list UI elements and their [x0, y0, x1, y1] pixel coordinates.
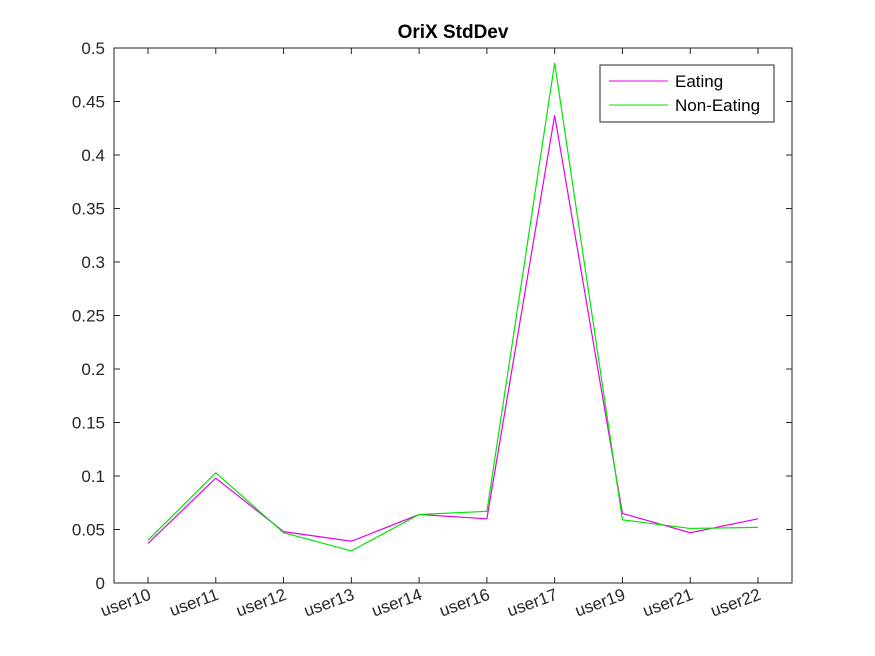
series-line-non-eating: [147, 62, 759, 552]
y-tick-label: 0.45: [72, 93, 105, 112]
y-tick-label: 0.35: [72, 200, 105, 219]
plot-area: [113, 47, 793, 584]
y-tick-label: 0.5: [81, 39, 105, 58]
y-tick-label: 0.4: [81, 146, 105, 165]
y-tick-label: 0.2: [81, 360, 105, 379]
y-tick-label: 0.05: [72, 521, 105, 540]
series-lines: [147, 62, 759, 552]
y-tick-label: 0.25: [72, 307, 105, 326]
legend: Eating Non-Eating: [599, 64, 775, 123]
y-tick-label: 0.15: [72, 414, 105, 433]
y-tick-label: 0.1: [81, 467, 105, 486]
y-tick-label: 0.3: [81, 253, 105, 272]
legend-box: [599, 64, 775, 123]
legend-label-non-eating: Non-Eating: [675, 96, 760, 115]
legend-label-eating: Eating: [675, 72, 723, 91]
y-tick-label: 0: [96, 574, 105, 593]
chart-title: OriX StdDev: [398, 22, 509, 43]
y-axis: 0 0.05 0.1 0.15 0.2 0.25 0.3 0.35 0.4 0.45 0.5: [72, 39, 792, 593]
series-line-eating: [147, 115, 759, 544]
